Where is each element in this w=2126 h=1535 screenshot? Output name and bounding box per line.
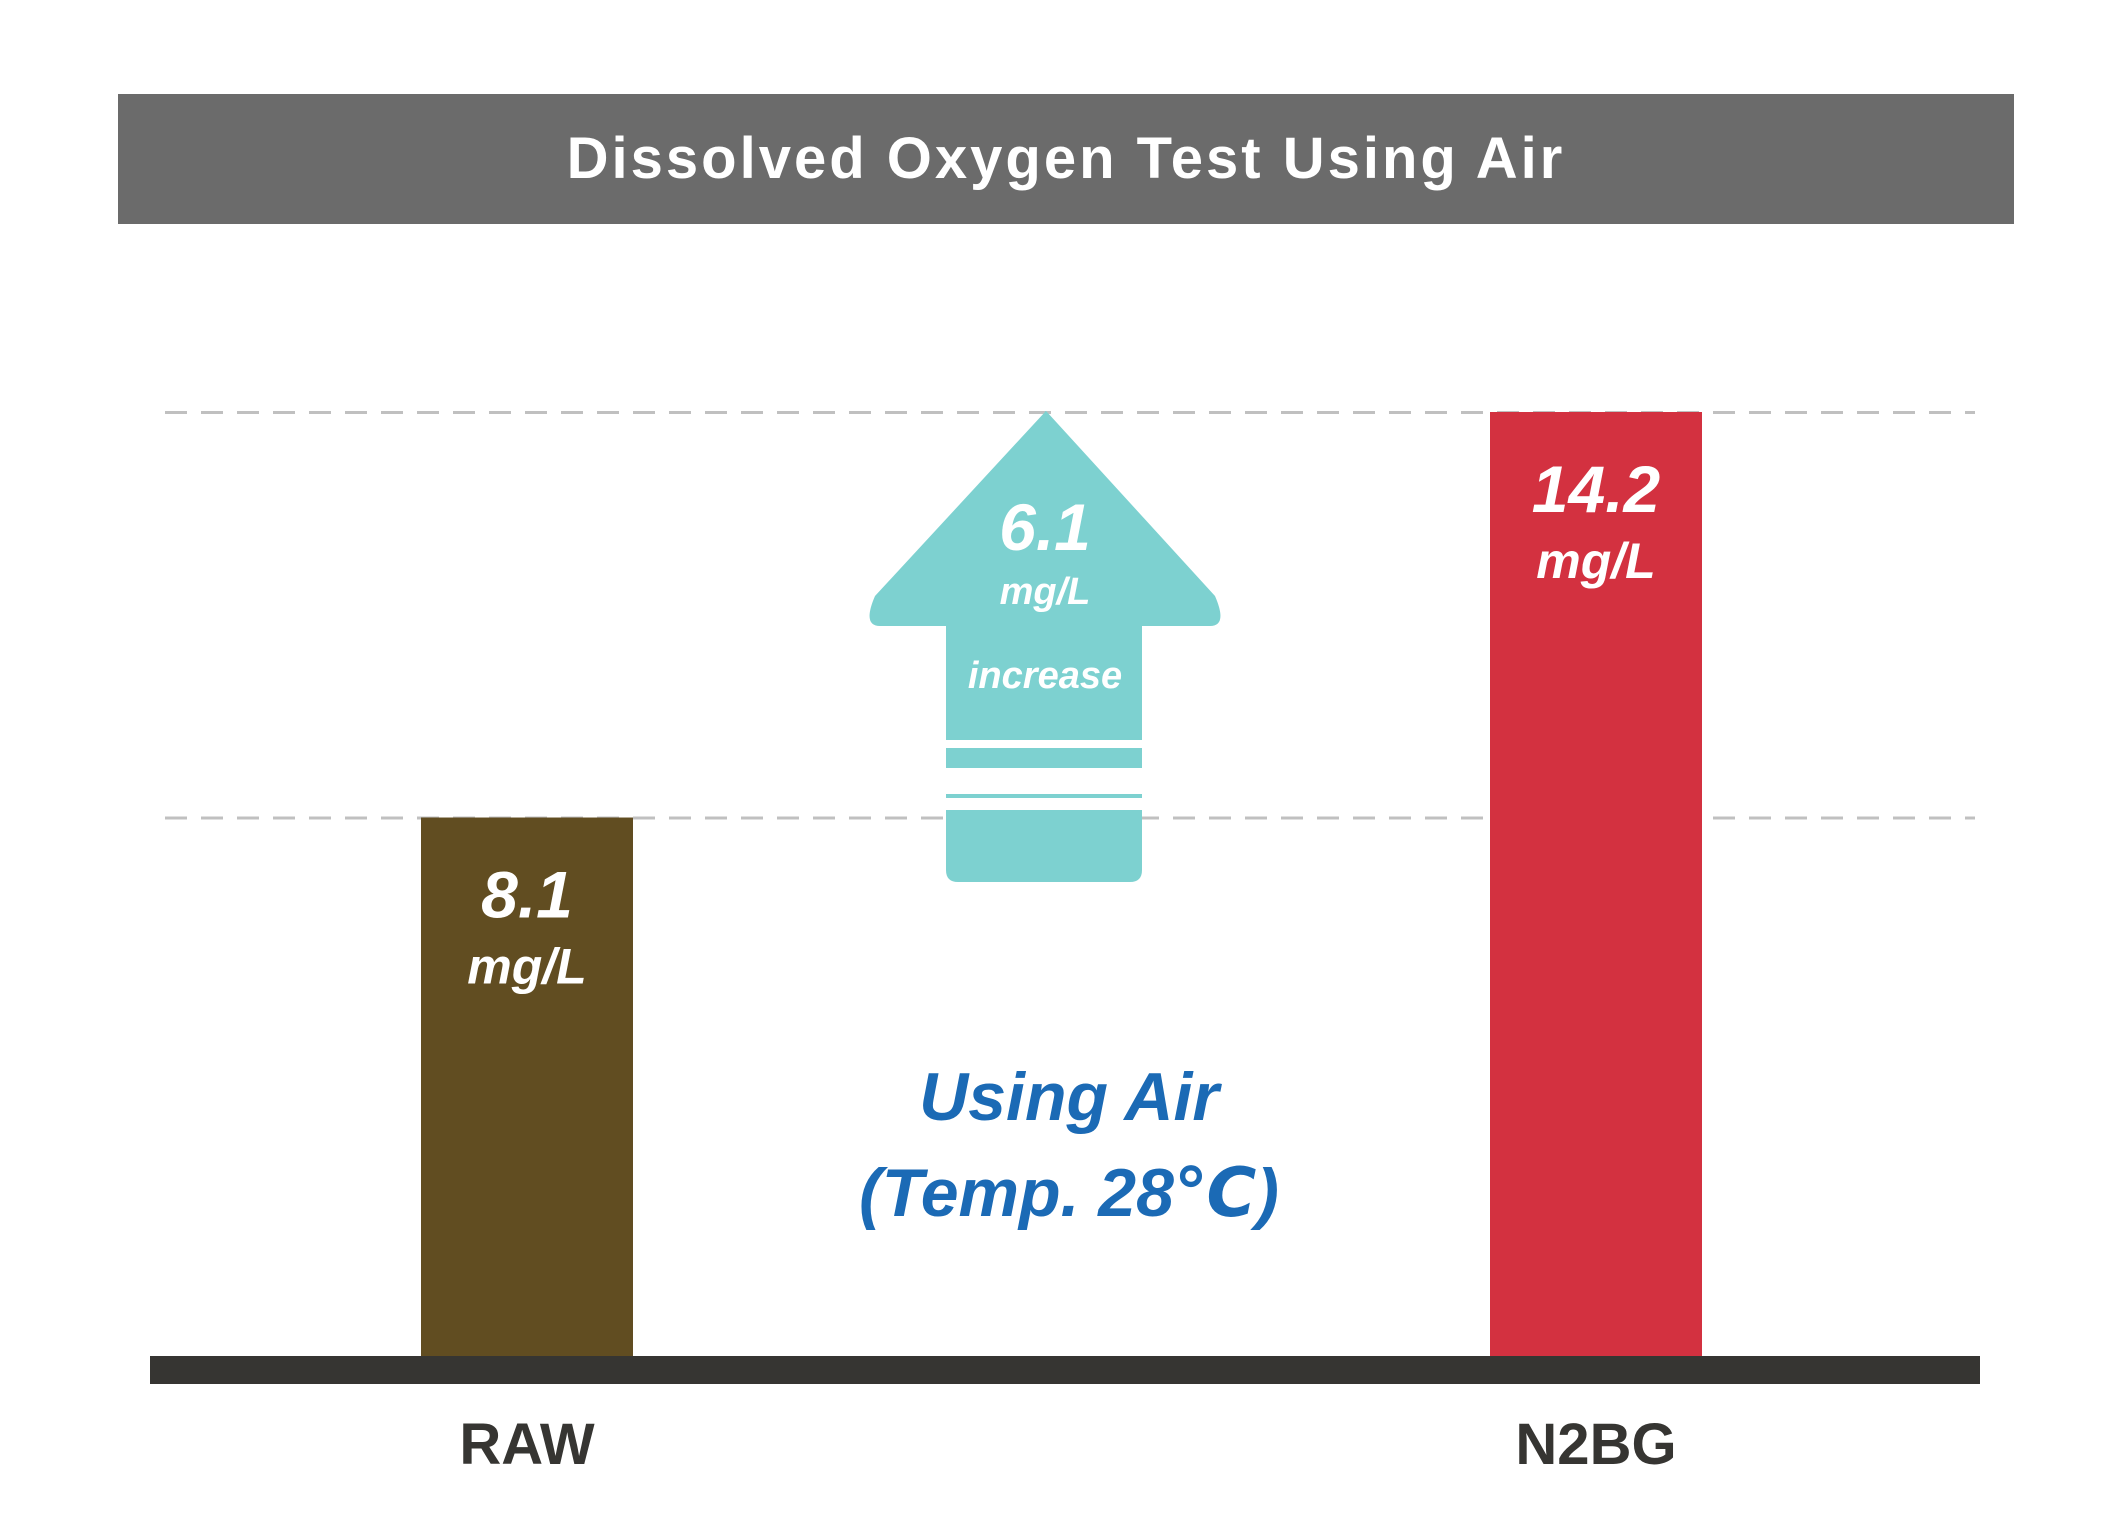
increase-arrow: 6.1 mg/L increase <box>869 411 1221 882</box>
condition-line-2: (Temp. 28℃) <box>859 1155 1279 1231</box>
arrow-shape-icon <box>869 411 1221 882</box>
difference-value: 6.1 <box>999 490 1091 564</box>
bar-unit-label: mg/L <box>1536 533 1655 589</box>
bar-n2bg <box>1490 412 1702 1356</box>
condition-line-1: Using Air <box>919 1059 1222 1135</box>
chart-title: Dissolved Oxygen Test Using Air <box>567 126 1566 191</box>
category-label: N2BG <box>1515 1412 1676 1477</box>
arrow-stripe-3 <box>940 798 1146 810</box>
bar-raw <box>421 817 633 1356</box>
bar-unit-label: mg/L <box>467 939 586 995</box>
bars <box>421 412 1702 1356</box>
arrow-stripe-1 <box>940 740 1146 748</box>
arrow-stripe-2 <box>940 768 1146 794</box>
difference-unit: mg/L <box>1000 571 1091 613</box>
difference-word: increase <box>968 655 1122 697</box>
category-labels: RAW N2BG <box>459 1412 1676 1477</box>
bar-value-label: 8.1 <box>481 858 573 932</box>
x-axis-baseline <box>150 1356 1980 1384</box>
bar-value-label: 14.2 <box>1532 452 1661 526</box>
value-labels: 8.1 mg/L 14.2 mg/L <box>467 452 1660 995</box>
chart-title-bar <box>118 94 2014 224</box>
category-label: RAW <box>459 1412 595 1477</box>
